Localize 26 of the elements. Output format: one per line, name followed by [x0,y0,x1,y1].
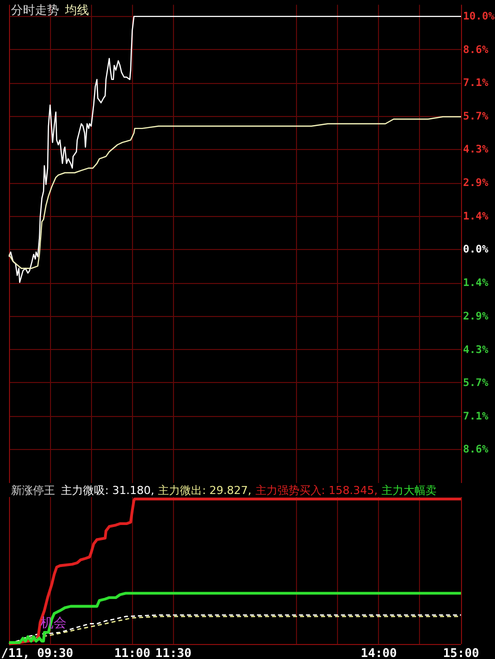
y-tick-label: 1.4% [463,210,488,222]
y-tick-label: 7.1% [463,77,488,90]
legend-item: 均线 [65,3,89,17]
y-tick-label: 4.3% [463,144,488,156]
title: 分时走势 [11,3,59,17]
y-tick-label: 0.0% [463,244,488,256]
y-tick-label: 8.6% [463,444,488,456]
legend-item: 主力微吸: 31.180, [61,484,154,497]
y-tick-label: 2.9% [463,177,488,190]
legend-item: 主力大幅卖 [382,484,437,497]
title: 新涨停王 [11,484,55,497]
x-tick-label: 15:00 [442,646,480,659]
y-tick-label: 1.4% [463,277,488,290]
x-tick-label: /11, 09:30 [1,646,74,659]
x-tick-label: 11:00 [114,646,150,659]
y-tick-label: 4.3% [463,344,488,356]
x-tick-label: 14:00 [360,646,397,659]
x-tick-label: 11:30 [155,646,192,659]
legend-item: 主力强势买入: 158.345, [255,484,378,497]
y-tick-label: 5.7% [463,110,488,123]
y-tick-label: 5.7% [463,376,488,389]
y-tick-label: 2.9% [463,310,488,322]
legend-item: 主力微出: 29.827, [158,484,252,497]
y-tick-label: 10.0% [463,10,495,22]
y-tick-label: 7.1% [463,410,488,422]
y-tick-label: 8.6% [463,44,488,56]
